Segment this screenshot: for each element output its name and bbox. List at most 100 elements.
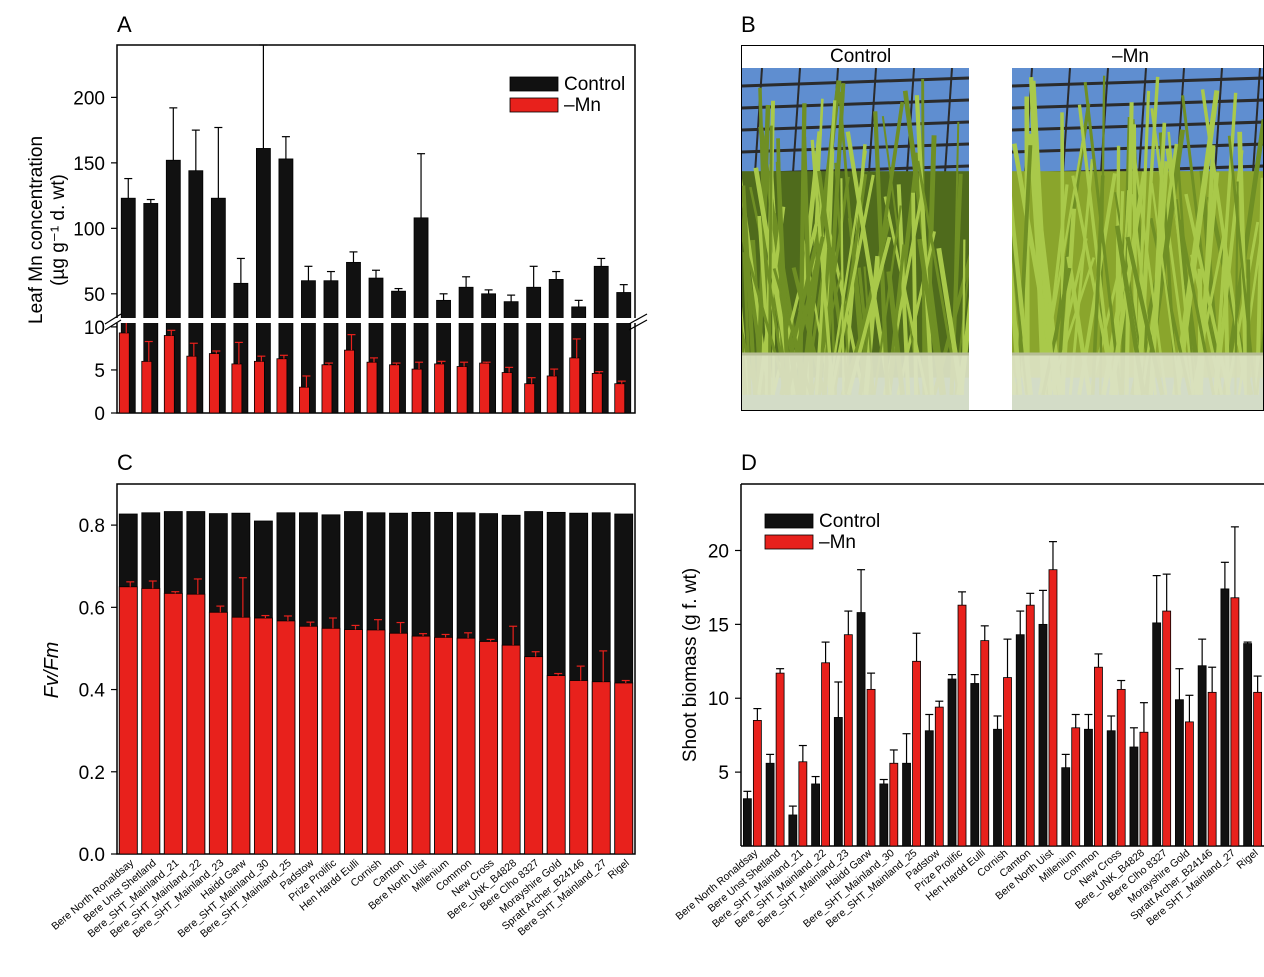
panel-a-bar-control	[301, 280, 316, 321]
panel-a-bar-minus-mn	[299, 386, 310, 414]
panel-a-axis-break-mark	[628, 313, 648, 325]
panel-d-bar-minus-mn	[1162, 610, 1172, 847]
panel-d-bar-control	[947, 678, 957, 847]
panel-a-bar-control	[526, 286, 542, 321]
panel-c-bar-minus-mn	[321, 627, 341, 855]
panel-a-bar-control	[593, 265, 609, 321]
panel-c-bar-minus-mn	[456, 637, 476, 855]
panel-d-bar-control	[788, 814, 798, 847]
panel-a-bar-control	[436, 299, 451, 321]
panel-d-bar-minus-mn	[1230, 597, 1240, 847]
panel-a-bar-control	[616, 292, 632, 321]
panel-a-ytick-label: 0	[94, 404, 105, 425]
panel-d-bar-control	[765, 762, 775, 847]
panel-c-bar-minus-mn	[276, 620, 296, 855]
panel-d-bar-control	[742, 798, 752, 847]
panel-c-bar-minus-mn	[231, 616, 251, 855]
panel-d-bar-control	[833, 717, 843, 847]
panel-a-bar-minus-mn	[614, 383, 626, 414]
panel-d-bar-control	[924, 730, 934, 847]
panel-a-ytick-label: 10	[84, 318, 105, 339]
panel-a-bar-control	[346, 261, 361, 321]
panel-a-bar-control	[233, 282, 249, 321]
panel-d-bar-control	[993, 728, 1002, 847]
panel-a-bar-control	[143, 203, 159, 321]
panel-a-bar-minus-mn	[321, 364, 333, 414]
panel-c-xtick-label: Rigel	[606, 857, 632, 882]
panel-b-photo-frame: Control –Mn	[741, 45, 1264, 411]
panel-a-legend-swatch-1	[509, 97, 559, 113]
panel-c-bar-minus-mn	[479, 641, 499, 855]
panel-d-bar-control	[1220, 588, 1230, 847]
panel-c-bar-minus-mn	[569, 680, 589, 855]
panel-a-bar-control	[188, 170, 204, 321]
panel-d-bar-minus-mn	[843, 634, 853, 847]
panel-d-ytick-label: 15	[708, 615, 729, 636]
panel-d-legend-swatch-1	[764, 534, 814, 550]
photo-label-control: Control	[830, 46, 892, 67]
panel-a-bar-control	[458, 286, 474, 321]
panel-d-bar-minus-mn	[1094, 666, 1103, 847]
panel-c-bar-minus-mn	[389, 632, 408, 855]
panel-a-bar-control	[391, 290, 406, 321]
panel-a-bar-minus-mn	[411, 368, 423, 414]
panel-letter-c: C	[117, 450, 133, 475]
panel-a-bar-minus-mn	[366, 361, 378, 414]
panel-c-bar-minus-mn	[253, 617, 273, 855]
panel-c-bar-minus-mn	[299, 625, 318, 855]
panel-a-bar-minus-mn	[186, 355, 198, 414]
panel-d-bar-minus-mn	[1207, 691, 1217, 847]
panel-d-ylabel: Shoot biomass (g f. wt)	[680, 568, 701, 762]
photo-label-minus-mn: –Mn	[1112, 46, 1149, 67]
greenhouse-frame-beam	[742, 120, 969, 132]
panel-a-bar-minus-mn	[524, 383, 536, 414]
panel-d-bar-control	[1175, 699, 1184, 847]
panel-c-bar-minus-mn	[118, 586, 138, 855]
panel-a-bar-minus-mn	[141, 360, 153, 414]
panel-d-bar-control	[1243, 643, 1253, 847]
panel-d-bar-control	[1152, 622, 1162, 847]
panel-a-bar-control	[120, 197, 136, 321]
panel-d-bar-control	[970, 683, 980, 847]
greenhouse-frame-beam	[742, 98, 969, 110]
panel-a-bar-minus-mn	[208, 353, 220, 414]
panel-a-bar-minus-mn	[276, 358, 288, 414]
panel-c-bar-minus-mn	[614, 682, 634, 855]
panel-d-bar-minus-mn	[1071, 727, 1081, 847]
panel-d-bar-minus-mn	[980, 640, 990, 847]
panel-d-bar-control	[1015, 634, 1025, 847]
panel-a-bar-control	[503, 301, 519, 321]
panel-d-bar-minus-mn	[775, 672, 785, 847]
panel-d-bar-minus-mn	[798, 761, 808, 847]
panel-d-bar-control	[902, 762, 911, 847]
panel-d-bar-control	[1106, 730, 1116, 847]
panel-c-bar-minus-mn	[524, 656, 544, 855]
panel-d-bar-control	[1197, 665, 1207, 847]
panel-a-bar-control	[278, 158, 294, 321]
panel-c-ytick-label: 0.6	[79, 598, 105, 619]
greenhouse-frame-beam	[1012, 76, 1263, 88]
panel-c-bar-minus-mn	[411, 635, 431, 855]
panel-a-bar-control	[481, 293, 497, 321]
panel-a-bar-minus-mn	[231, 363, 243, 414]
panel-a-bar-minus-mn	[434, 363, 445, 414]
panel-a-bar-control	[368, 277, 384, 321]
panel-a-bar-minus-mn	[389, 364, 400, 414]
photo-control	[742, 68, 969, 410]
panel-a-bar-control	[323, 280, 339, 321]
panel-d-ytick-label: 20	[708, 541, 729, 562]
panel-d-legend-label-1: –Mn	[819, 532, 856, 553]
panel-a-axis-break-gap	[115, 318, 637, 323]
panel-d-bar-minus-mn	[1025, 604, 1035, 847]
panel-a-bar-minus-mn	[163, 335, 175, 414]
panel-c-ylabel: Fv/Fm	[41, 642, 63, 699]
panel-a-ytick-label: 100	[73, 219, 105, 240]
panel-d-ytick-label: 10	[708, 689, 729, 710]
panel-d-ytick-label: 5	[718, 763, 729, 784]
greenhouse-frame-beam	[742, 76, 969, 88]
panel-a-ylabel: Leaf Mn concentration(µg g⁻¹ d. wt)	[26, 136, 69, 324]
panel-letter-b: B	[741, 12, 756, 37]
panel-d-bar-control	[1129, 746, 1139, 847]
panel-c-bar-minus-mn	[591, 681, 611, 855]
panel-a-legend-swatch-0	[509, 76, 559, 92]
